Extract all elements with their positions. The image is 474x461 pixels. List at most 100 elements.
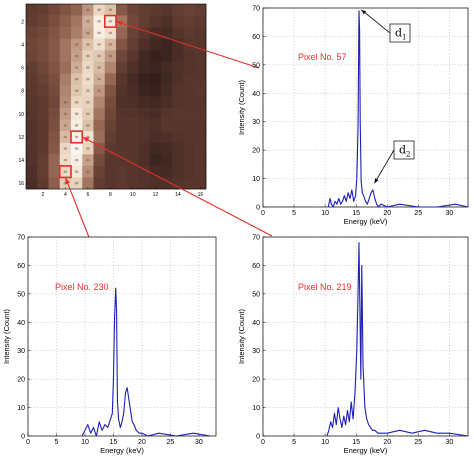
heatmap-cell xyxy=(59,73,72,86)
heatmap-cell xyxy=(37,177,49,190)
heatmap-cell xyxy=(48,119,61,132)
heatmap-cell xyxy=(37,61,49,74)
y-tick-label: 0 xyxy=(256,205,260,212)
heatmap-cell xyxy=(172,177,184,190)
heatmap-cell xyxy=(26,4,38,16)
cell-value-mark xyxy=(63,101,68,104)
heatmap-cell xyxy=(116,165,128,178)
heatmap-cell xyxy=(149,73,162,86)
cell-value-mark xyxy=(63,182,68,185)
heatmap-cell xyxy=(104,177,117,190)
y-tick-label: 60 xyxy=(17,263,25,270)
heatmap-cell xyxy=(48,15,61,28)
x-tick-label: 25 xyxy=(414,439,422,446)
cell-value-mark xyxy=(97,8,101,11)
cell-value-mark xyxy=(97,54,101,58)
heatmap-cell xyxy=(149,119,162,132)
heatmap-cell xyxy=(104,119,117,132)
heatmap-cell xyxy=(82,131,94,144)
cell-value-mark xyxy=(86,89,90,92)
heatmap-cell xyxy=(71,84,83,97)
heatmap-cell xyxy=(116,96,128,109)
pixel-label: Pixel No. 57 xyxy=(298,52,347,62)
heatmap-cell xyxy=(37,142,49,155)
heatmap-cell xyxy=(93,108,106,120)
heatmap-cell xyxy=(149,61,162,74)
y-tick-label: 0 xyxy=(256,434,260,441)
cell-value-mark xyxy=(63,124,68,127)
heatmap-cell xyxy=(149,27,162,39)
heatmap-cell xyxy=(48,27,61,39)
heatmap-cell xyxy=(183,154,196,167)
heatmap-cell xyxy=(127,50,139,63)
heatmap-cell xyxy=(37,96,49,109)
heatmap-cell xyxy=(26,15,38,28)
x-tick-label: 25 xyxy=(414,210,422,217)
heatmap-cell xyxy=(149,84,162,97)
pixel-label: Pixel No. 219 xyxy=(298,282,352,292)
y-tick-label: 70 xyxy=(17,235,25,242)
heatmap-cell xyxy=(138,73,151,86)
y-tick-label: 30 xyxy=(252,348,260,355)
heatmap-cell xyxy=(172,4,184,16)
heatmap-cell xyxy=(183,84,196,97)
cell-value-mark xyxy=(86,158,90,162)
y-tick-label: 50 xyxy=(252,62,260,69)
heatmap-cell xyxy=(183,177,196,190)
x-tick-label: 30 xyxy=(445,439,453,446)
x-tick-label: 15 xyxy=(352,439,360,446)
heatmap-cell xyxy=(37,165,49,178)
annotation-arrowhead xyxy=(361,9,367,15)
heatmap-y-tick-label: 10 xyxy=(18,112,24,118)
heatmap-x-tick-label: 4 xyxy=(64,192,67,198)
heatmap-cell xyxy=(93,15,106,28)
pixel-map-heatmap: 2 4 6 8 10 12 14 16 2 4 6 8 10 12 14 16 xyxy=(18,3,207,198)
heatmap-y-tick-label: 8 xyxy=(21,89,24,95)
heatmap-y-tick-label: 14 xyxy=(18,158,24,164)
plot-frame xyxy=(262,236,469,437)
heatmap-cell xyxy=(104,15,117,28)
cell-value-mark xyxy=(86,170,90,173)
cell-value-mark xyxy=(63,135,68,139)
cell-value-mark xyxy=(63,112,68,115)
heatmap-cell xyxy=(183,4,196,16)
heatmap-cell xyxy=(26,142,38,155)
heatmap-cell xyxy=(59,165,72,178)
cell-value-mark xyxy=(97,89,101,92)
y-tick-label: 70 xyxy=(252,6,260,13)
x-tick-label: 15 xyxy=(110,439,118,446)
cell-value-mark xyxy=(108,20,113,23)
heatmap-x-tick-label: 12 xyxy=(153,192,159,198)
heatmap-cell xyxy=(37,108,49,120)
plot-area xyxy=(263,8,468,207)
heatmap-cell xyxy=(138,84,151,97)
x-axis-label: Energy (keV) xyxy=(344,217,388,226)
cell-value-mark xyxy=(86,112,90,115)
cell-value-mark xyxy=(97,78,101,81)
heatmap-cell xyxy=(183,61,196,74)
heatmap-cell xyxy=(37,50,49,63)
heatmap-cell xyxy=(82,38,94,51)
heatmap-cell xyxy=(82,142,94,155)
heatmap-cell xyxy=(161,4,173,16)
cell-value-mark xyxy=(108,43,113,46)
cell-value-mark xyxy=(86,20,90,23)
x-tick-label: 30 xyxy=(445,210,453,217)
heatmap-cell xyxy=(149,165,162,178)
cell-value-mark xyxy=(108,8,113,11)
y-axis-label: Intensity (Count) xyxy=(2,308,11,364)
spectrum-panel-pixel-230: 0 5 10 15 20 25 30 0 10 20 30 40 50 60 70 Energy (keV) I… xyxy=(2,235,217,455)
heatmap-cell xyxy=(194,177,207,190)
heatmap-cell xyxy=(116,84,128,97)
heatmap-cell xyxy=(37,154,49,167)
heatmap-cell xyxy=(138,177,151,190)
heatmap-cell xyxy=(93,27,106,39)
heatmap-cell xyxy=(172,165,184,178)
heatmap-cell xyxy=(59,84,72,97)
heatmap-cell xyxy=(172,73,184,86)
heatmap-cell xyxy=(161,73,173,86)
heatmap-cell xyxy=(172,38,184,51)
cell-value-mark xyxy=(108,54,113,58)
arrow-pixel-230 xyxy=(64,177,93,246)
heatmap-cell xyxy=(194,73,207,86)
